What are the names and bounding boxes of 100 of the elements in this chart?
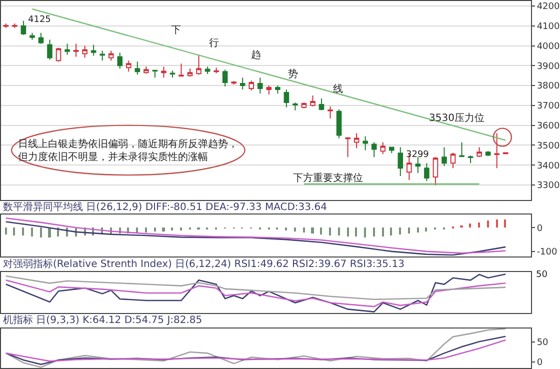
y-tick-label: 3400 — [536, 161, 560, 172]
candlestick — [301, 102, 307, 109]
candlestick — [257, 77, 263, 94]
candlestick — [47, 39, 52, 60]
candlestick — [275, 85, 280, 94]
y-tick-label: 0 — [536, 358, 543, 368]
candlestick — [442, 146, 447, 167]
bar — [496, 220, 498, 228]
bar — [162, 228, 165, 232]
bar — [294, 228, 296, 232]
candlestick — [310, 94, 316, 107]
y-tick-label: 3500 — [536, 141, 560, 152]
candlestick — [100, 50, 105, 62]
bar — [31, 228, 33, 237]
chart-title: 机指标 日(9,3,3) K:64.12 D:54.75 J:82.85 — [3, 314, 202, 326]
candlestick — [284, 89, 290, 108]
bar — [338, 228, 340, 236]
candlestick — [450, 152, 456, 169]
bar — [364, 228, 366, 238]
bar — [154, 228, 156, 232]
bar — [320, 228, 322, 235]
bar — [13, 228, 15, 236]
chart-title: 数平滑异同平均线 日(26,12,9) DIFF:-80.51 DEA:-97.33 MACD:33.64 — [3, 201, 327, 213]
y-tick-label: 3800 — [536, 82, 560, 92]
bar — [382, 228, 384, 237]
candlestick — [222, 69, 228, 88]
candlestick — [12, 22, 18, 28]
y-tick-label: -100 — [536, 248, 558, 258]
candlestick — [485, 150, 491, 157]
candlestick — [328, 106, 333, 119]
candlestick — [468, 155, 474, 164]
bar — [408, 228, 410, 234]
bar — [40, 228, 42, 238]
bar — [145, 228, 147, 233]
bar — [285, 228, 287, 231]
bar — [311, 228, 314, 234]
candlestick — [20, 20, 26, 36]
bar — [469, 224, 471, 228]
bar — [504, 220, 506, 228]
y-tick-label: 4000 — [536, 42, 560, 52]
candlestick — [126, 60, 132, 72]
candlestick — [152, 70, 158, 78]
bar — [329, 228, 331, 236]
candlestick — [170, 70, 176, 78]
annotation: 下 — [171, 25, 181, 36]
candlestick — [187, 68, 193, 78]
chart-title: 对强弱指标(Relative Strenth Index) 日(6,12,24) RSI1:49.62 RSI2:39.67 RSI3:35.13 — [3, 258, 404, 270]
bar — [487, 220, 489, 228]
candlestick — [30, 32, 35, 40]
candlestick — [3, 22, 9, 28]
candlestick — [336, 108, 342, 139]
annotation: 3299 — [406, 150, 430, 160]
y-tick-label: 3700 — [536, 102, 560, 112]
y-tick-label: 3600 — [536, 121, 560, 132]
bar — [136, 228, 138, 233]
y-tick-label: 4100 — [536, 22, 560, 32]
annotation: 4125 — [28, 15, 51, 25]
line-series — [5, 328, 506, 368]
candlestick — [398, 146, 404, 177]
bar — [355, 228, 357, 237]
candlestick — [196, 54, 202, 76]
candlestick — [415, 156, 421, 174]
candlestick — [354, 132, 360, 149]
candlestick — [266, 85, 272, 95]
candlestick — [318, 98, 324, 111]
candlestick — [64, 43, 70, 56]
annotation: 下方重要支撑位 — [293, 172, 363, 184]
candlestick — [371, 142, 377, 158]
candlestick — [144, 66, 149, 74]
candlestick — [204, 66, 210, 74]
candlestick — [82, 45, 88, 58]
candlestick — [248, 80, 254, 92]
candlestick — [345, 136, 350, 158]
bar — [390, 228, 392, 236]
annotation: 行 — [209, 38, 219, 49]
candlestick — [388, 146, 394, 154]
candlestick — [134, 61, 140, 76]
candlestick — [476, 146, 482, 158]
candlestick — [292, 102, 298, 111]
y-tick-label: 50 — [536, 338, 549, 348]
y-tick-label: 4200 — [536, 2, 560, 12]
candlestick — [380, 142, 386, 155]
candlestick — [117, 52, 123, 70]
y-tick-label: 3300 — [536, 181, 560, 192]
candlestick — [240, 77, 246, 90]
candlestick — [38, 32, 44, 44]
bar — [48, 228, 51, 238]
annotation: 日线上白银走势依旧偏弱，随近期有所反弹趋势，但力度依旧不明显，并未录得实质性的涨幅 — [18, 138, 238, 163]
bar — [373, 228, 375, 237]
candlestick — [424, 162, 430, 182]
annotation: 线 — [333, 83, 343, 95]
annotation: 趋 — [251, 49, 261, 61]
annotation: 3530压力位 — [429, 112, 484, 124]
bar — [425, 228, 427, 232]
bar — [303, 228, 305, 233]
candlestick — [178, 63, 184, 78]
annotation: 势 — [288, 68, 298, 80]
bar — [417, 228, 419, 233]
candlestick — [56, 47, 62, 62]
bar — [180, 228, 182, 231]
